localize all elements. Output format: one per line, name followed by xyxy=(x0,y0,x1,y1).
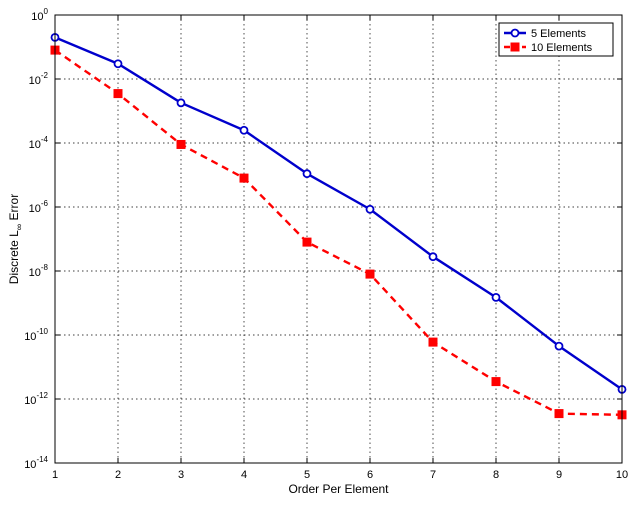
data-point xyxy=(113,59,123,69)
x-tick-label: 4 xyxy=(241,469,247,481)
x-tick-label: 1 xyxy=(52,469,58,481)
data-point xyxy=(302,237,312,247)
grid-lines xyxy=(55,15,622,463)
y-tick-label: 100 xyxy=(31,7,48,23)
y-tick-label: 10-12 xyxy=(24,391,48,407)
data-point xyxy=(176,139,186,149)
tick-marks xyxy=(54,14,623,464)
data-point xyxy=(491,377,501,387)
x-tick-label: 7 xyxy=(430,469,436,481)
y-axis-label: Discrete L∞ Error xyxy=(7,194,24,284)
legend-marker xyxy=(510,42,520,52)
x-tick-label: 3 xyxy=(178,469,184,481)
x-tick-label: 5 xyxy=(304,469,310,481)
legend-label: 5 Elements xyxy=(531,28,587,40)
y-axis-label-subscript: ∞ xyxy=(14,224,24,230)
legend-marker xyxy=(510,28,520,38)
data-point xyxy=(554,409,564,419)
plot-area xyxy=(55,15,622,463)
x-tick-label: 10 xyxy=(616,469,628,481)
x-tick-labels: 1 2 3 4 5 6 7 8 9 10 xyxy=(52,469,628,481)
series-line xyxy=(54,49,623,417)
y-axis-label-suffix: Error xyxy=(7,194,21,224)
y-tick-label: 10-8 xyxy=(29,263,49,279)
data-point xyxy=(365,204,375,214)
y-axis-label-main: Discrete L xyxy=(7,230,21,284)
plot-frame xyxy=(54,14,623,464)
data-point xyxy=(176,98,186,108)
data-point xyxy=(554,341,564,351)
x-axis-label: Order Per Element xyxy=(288,482,389,496)
data-point xyxy=(302,169,312,179)
y-tick-label: 10-14 xyxy=(24,455,48,471)
y-tick-label: 10-2 xyxy=(29,71,49,87)
x-tick-label: 8 xyxy=(493,469,499,481)
x-tick-label: 2 xyxy=(115,469,121,481)
y-tick-label: 10-6 xyxy=(29,199,49,215)
x-tick-label: 6 xyxy=(367,469,373,481)
y-tick-labels: 100 10-2 10-4 10-6 10-8 10-10 10-12 10-14 xyxy=(24,7,48,471)
data-point xyxy=(113,89,123,99)
data-point xyxy=(239,125,249,135)
y-tick-label: 10-4 xyxy=(29,135,49,151)
data-point xyxy=(239,173,249,183)
data-point xyxy=(365,269,375,279)
y-tick-label: 10-10 xyxy=(24,327,48,343)
x-tick-label: 9 xyxy=(556,469,562,481)
series-line xyxy=(54,36,623,391)
legend: 5 Elements 10 Elements xyxy=(498,22,614,57)
data-point xyxy=(428,252,438,262)
data-point xyxy=(428,337,438,347)
data-point xyxy=(491,292,501,302)
legend-label: 10 Elements xyxy=(531,42,593,54)
